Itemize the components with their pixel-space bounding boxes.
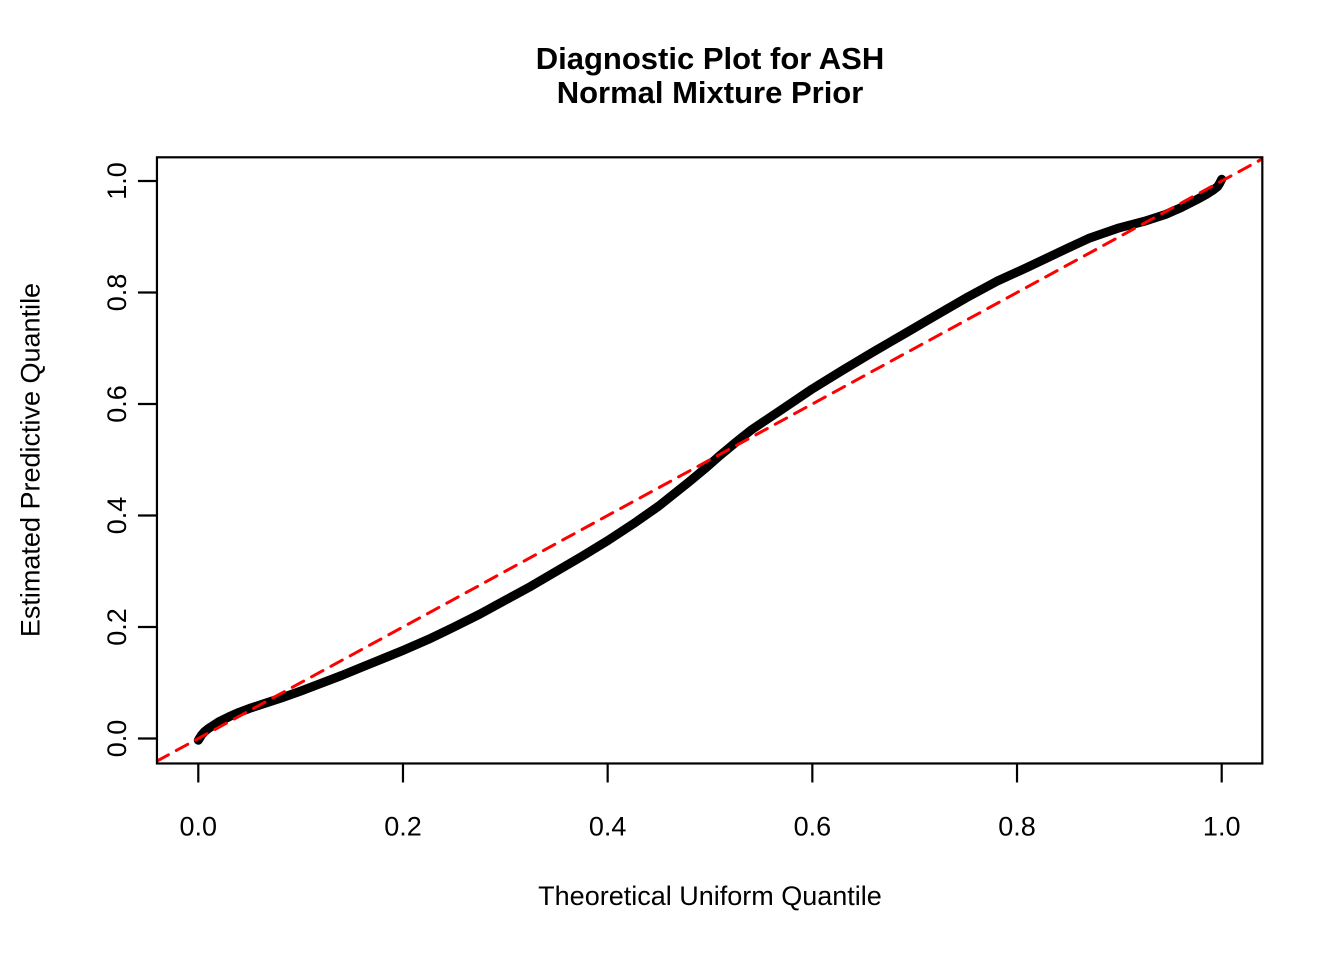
chart-title-line1: Diagnostic Plot for ASH: [535, 41, 885, 76]
x-axis-tick-label: 0.0: [180, 811, 218, 841]
x-axis-tick-label: 0.6: [794, 811, 832, 841]
chart-title-line2: Normal Mixture Prior: [556, 75, 864, 110]
chart-title: Diagnostic Plot for ASH Normal Mixture P…: [157, 42, 1263, 110]
y-axis-tick-label: 0.0: [102, 720, 132, 758]
x-axis-label: Theoretical Uniform Quantile: [538, 881, 882, 911]
x-axis-tick-label: 0.2: [384, 811, 422, 841]
plot-box: [155, 156, 1264, 765]
y-axis-tick-label: 0.6: [102, 385, 132, 423]
y-axis-label: Estimated Predictive Quantile: [15, 282, 46, 638]
y-axis-tick-label: 0.4: [102, 497, 132, 535]
y-axis-tick-label: 1.0: [102, 162, 132, 200]
identity-reference-line: [156, 157, 1263, 763]
y-axis-tick-label: 0.8: [102, 274, 132, 312]
y-axis-tick-label: 0.2: [102, 608, 132, 646]
x-axis-tick-label: 0.4: [589, 811, 627, 841]
x-axis-tick-label: 1.0: [1203, 811, 1241, 841]
x-axis-tick-label: 0.8: [998, 811, 1036, 841]
